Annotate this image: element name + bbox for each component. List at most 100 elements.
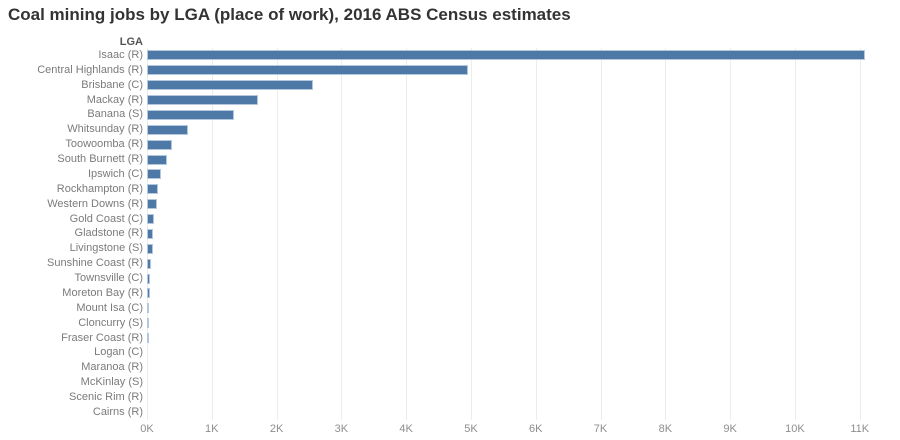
chart-row: Logan (C) (0, 346, 896, 361)
bar[interactable] (147, 228, 154, 239)
bar[interactable] (147, 333, 149, 344)
chart-row: Mount Isa (C) (0, 301, 896, 316)
bar[interactable] (147, 318, 149, 329)
bar[interactable] (147, 109, 234, 120)
bar[interactable] (147, 258, 151, 269)
row-label: Fraser Coast (R) (61, 332, 143, 344)
bar[interactable] (147, 214, 155, 225)
bar[interactable] (147, 65, 468, 76)
chart-row: Ipswich (C) (0, 167, 896, 182)
row-label: Maranoa (R) (81, 362, 143, 374)
gridlines (147, 48, 896, 420)
row-label: South Burnett (R) (57, 154, 143, 166)
chart-row: Scenic Rim (R) (0, 390, 896, 405)
chart-row: Fraser Coast (R) (0, 331, 896, 346)
x-axis: 0K 1K 2K 3K 4K 5K 6K 7K 8K 9K 10K 11K (140, 423, 896, 438)
row-label: Brisbane (C) (81, 79, 143, 91)
chart-row: Brisbane (C) (0, 78, 896, 93)
bar-area (147, 318, 896, 329)
x-tick-label: 10K (785, 423, 805, 435)
row-label: Mount Isa (C) (76, 302, 143, 314)
bar[interactable] (147, 139, 172, 150)
row-label: Scenic Rim (R) (69, 392, 143, 404)
gridline (341, 48, 343, 420)
row-label: Isaac (R) (98, 49, 143, 61)
x-tick-label: 3K (334, 423, 349, 435)
x-tick-label: 2K (269, 423, 284, 435)
chart-row: Central Highlands (R) (0, 63, 896, 78)
chart-row: Sunshine Coast (R) (0, 256, 896, 271)
bar[interactable] (147, 243, 153, 254)
row-label: Cloncurry (S) (78, 317, 143, 329)
x-tick-label: 11K (850, 423, 870, 435)
bar-area (147, 228, 896, 239)
gridline (859, 48, 861, 420)
bar-area (147, 243, 896, 254)
bar-area (147, 109, 896, 120)
row-label: Banana (S) (87, 109, 143, 121)
bar[interactable] (147, 273, 150, 284)
bar[interactable] (147, 154, 168, 165)
chart-row: Rockhampton (R) (0, 182, 896, 197)
row-label: Sunshine Coast (R) (47, 258, 143, 270)
chart-row: Whitsunday (R) (0, 122, 896, 137)
bar-area (147, 80, 896, 91)
bar[interactable] (147, 124, 188, 135)
bar-area (147, 303, 896, 314)
bar[interactable] (147, 80, 313, 91)
bar-area (147, 393, 896, 403)
chart-rows: Isaac (R) Central Highlands (R) Brisbane (… (0, 48, 896, 420)
bar-area (147, 124, 896, 135)
chart-row: Western Downs (R) (0, 197, 896, 212)
chart-row: Moreton Bay (R) (0, 286, 896, 301)
gridline (535, 48, 537, 420)
chart-row: South Burnett (R) (0, 152, 896, 167)
bar-area (147, 333, 896, 344)
row-label: Mackay (R) (86, 94, 143, 106)
row-label: Cairns (R) (92, 406, 143, 418)
gridline (665, 48, 667, 420)
bar[interactable] (147, 184, 158, 195)
bar-area (147, 199, 896, 210)
row-label: Western Downs (R) (47, 198, 143, 210)
row-label: Logan (C) (94, 347, 143, 359)
bar[interactable] (147, 169, 161, 180)
bar-area (147, 139, 896, 150)
gridline (406, 48, 408, 420)
bar[interactable] (147, 303, 149, 314)
chart-row: Cairns (R) (0, 405, 896, 420)
row-label: Central Highlands (R) (37, 64, 143, 76)
row-label: Whitsunday (R) (67, 124, 143, 136)
row-label: McKinlay (S) (80, 377, 143, 389)
row-label: Moreton Bay (R) (62, 287, 143, 299)
gridline (276, 48, 278, 420)
bar-area (147, 184, 896, 195)
x-tick-label: 0K (140, 423, 154, 435)
row-label: Rockhampton (R) (56, 183, 143, 195)
bar-area (147, 378, 896, 388)
x-tick-label: 9K (723, 423, 737, 435)
chart-row: Mackay (R) (0, 93, 896, 108)
bar-area (147, 50, 896, 61)
chart-row: Gold Coast (C) (0, 212, 896, 227)
bar-area (147, 273, 896, 284)
bar[interactable] (147, 288, 150, 299)
lga-column-header: LGA (119, 36, 143, 48)
bar[interactable] (147, 50, 865, 61)
row-label: Townsville (C) (74, 273, 143, 285)
gridline (794, 48, 796, 420)
gridline (600, 48, 602, 420)
bar-area (147, 258, 896, 269)
chart-row: Townsville (C) (0, 271, 896, 286)
row-label: Gold Coast (C) (69, 213, 143, 225)
row-label: Gladstone (R) (74, 228, 143, 240)
chart-row: Maranoa (R) (0, 360, 896, 375)
gridline (730, 48, 732, 420)
bar-area (147, 348, 896, 358)
bar-area (147, 363, 896, 373)
bar-area (147, 407, 896, 417)
bar-area (147, 95, 896, 106)
bar[interactable] (147, 199, 158, 210)
bar[interactable] (147, 95, 258, 106)
chart-row: Gladstone (R) (0, 227, 896, 242)
